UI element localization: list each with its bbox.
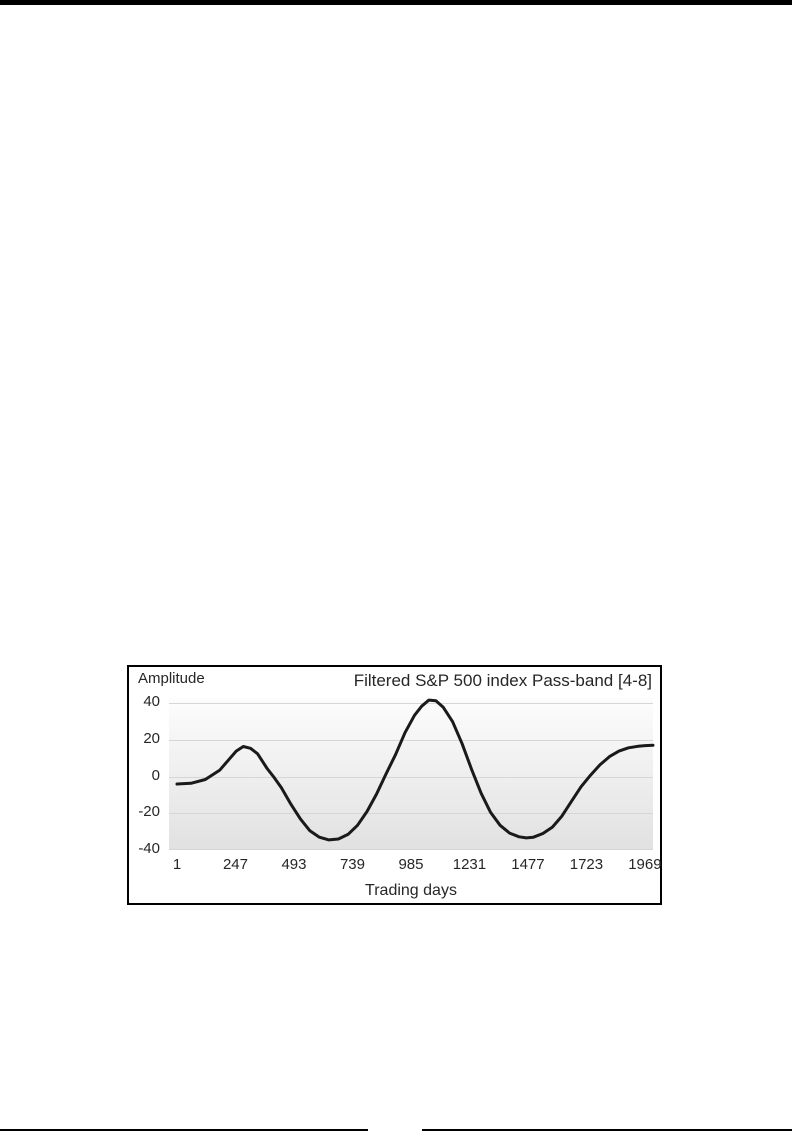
- x-tick-label-985: 985: [398, 856, 424, 873]
- gridline-y--40: [169, 849, 653, 850]
- y-tick-label--20: -20: [138, 803, 160, 821]
- plot-area: [169, 697, 655, 850]
- gridline-y-0: [169, 776, 653, 778]
- x-tick-label-247: 247: [222, 856, 248, 873]
- y-tick-label-20: 20: [143, 730, 160, 748]
- page-top-border: [0, 0, 792, 5]
- x-axis-title: Trading days: [365, 882, 457, 899]
- x-tick-label-1231: 1231: [452, 856, 487, 873]
- y-axis-title: Amplitude: [138, 670, 205, 687]
- footer-rule-left: [0, 1129, 368, 1131]
- gridline-y-40: [169, 703, 653, 705]
- chart-title: Filtered S&P 500 index Pass-band [4-8]: [353, 671, 652, 690]
- series-line-chart: [175, 698, 655, 842]
- x-tick-label-739: 739: [339, 856, 365, 873]
- x-tick-label-1969: 1969: [628, 856, 662, 873]
- y-tick-label--40: -40: [138, 840, 160, 857]
- series-line: [175, 698, 655, 842]
- y-tick-label-40: 40: [143, 693, 160, 711]
- gridline-y-20: [169, 740, 653, 742]
- footer-rule-right: [422, 1129, 792, 1131]
- chart-frame: Amplitude Filtered S&P 500 index Pass-ba…: [127, 665, 662, 905]
- gridline-y--20: [169, 813, 653, 815]
- y-tick-label-0: 0: [151, 766, 160, 784]
- x-tick-label-1723: 1723: [569, 856, 604, 873]
- x-tick-label-1477: 1477: [511, 856, 545, 873]
- x-tick-label-1: 1: [172, 856, 182, 873]
- x-tick-label-493: 493: [281, 856, 307, 873]
